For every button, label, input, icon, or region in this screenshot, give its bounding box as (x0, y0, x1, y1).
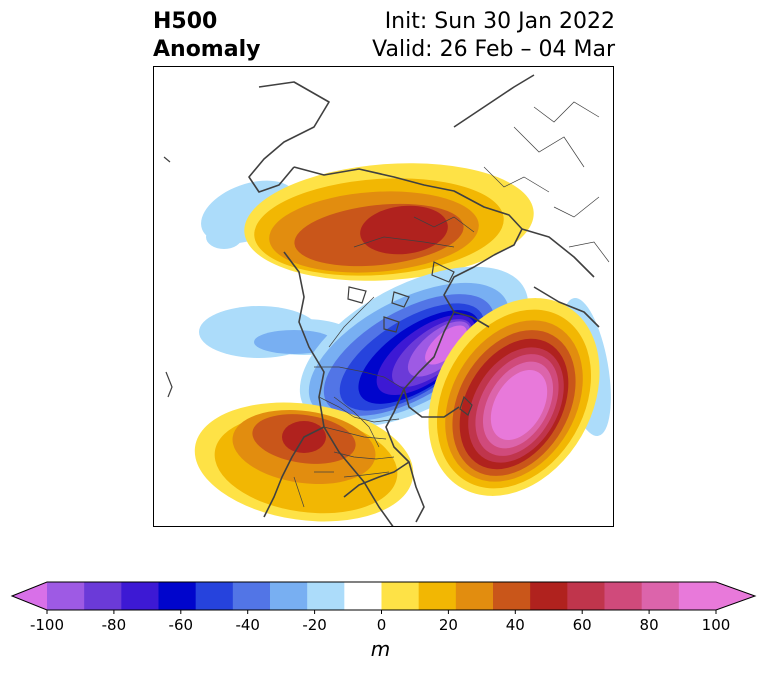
plot-title-left: H500 Anomaly (153, 8, 260, 64)
coastlines (248, 74, 600, 526)
plot-title-right: Init: Sun 30 Jan 2022 Valid: 26 Feb – 04… (372, 8, 615, 64)
colorbar-tick-label: -40 (235, 616, 260, 634)
title-init-date: Init: Sun 30 Jan 2022 (384, 9, 615, 34)
title-valid-dates: Valid: 26 Feb – 04 Mar (372, 37, 615, 62)
colorbar-tick-label: 80 (640, 616, 659, 634)
colorbar-tick-label: -100 (30, 616, 64, 634)
anomaly-map (154, 67, 613, 526)
colorbar-tick-label: 60 (573, 616, 592, 634)
colorbar-tick-label: 20 (439, 616, 458, 634)
map-panel (153, 66, 614, 527)
colorbar-segment (307, 582, 345, 610)
colorbar-segment (270, 582, 308, 610)
colorbar-tick-label: 100 (702, 616, 731, 634)
colorbar-segment (604, 582, 643, 610)
colorbar-segment (232, 582, 271, 610)
country-borders (293, 101, 610, 508)
colorbar-segment (455, 582, 494, 610)
colorbar-segment (641, 582, 680, 610)
colorbar-segment (47, 582, 85, 610)
colorbar-graphic: -100 -80 -60 -40 -20 0 20 40 60 80 100 m (10, 581, 757, 661)
colorbar-unit-label: m (371, 637, 390, 661)
anomaly-positive-atlantic (428, 298, 600, 496)
colorbar-segment (567, 582, 605, 610)
colorbar-tick-label: -60 (169, 616, 194, 634)
islands (163, 156, 473, 416)
colorbar-extend-low (12, 582, 47, 610)
colorbar-tick-label: -20 (302, 616, 327, 634)
colorbar-segment (678, 582, 717, 610)
title-variable: H500 (153, 9, 218, 34)
colorbar-segment (381, 582, 420, 610)
anomaly-negative-canada (299, 266, 529, 428)
colorbar-segment (344, 582, 382, 610)
anomaly-positive-southwest-us (194, 402, 414, 522)
colorbar-segment (158, 582, 197, 610)
colorbar-segment (84, 582, 122, 610)
colorbar-segment (530, 582, 568, 610)
colorbar: -100 -80 -60 -40 -20 0 20 40 60 80 100 m (0, 570, 768, 673)
title-anomaly: Anomaly (153, 37, 261, 62)
colorbar-segment (121, 582, 159, 610)
colorbar-segment (195, 582, 234, 610)
colorbar-segment (418, 582, 457, 610)
colorbar-tick-label: 0 (377, 616, 387, 634)
anomaly-field (194, 163, 611, 522)
colorbar-segment (493, 582, 531, 610)
anomaly-positive-arctic (244, 163, 534, 281)
colorbar-extend-high (716, 582, 755, 610)
colorbar-tick-label: -80 (102, 616, 127, 634)
colorbar-tick-label: 40 (506, 616, 525, 634)
